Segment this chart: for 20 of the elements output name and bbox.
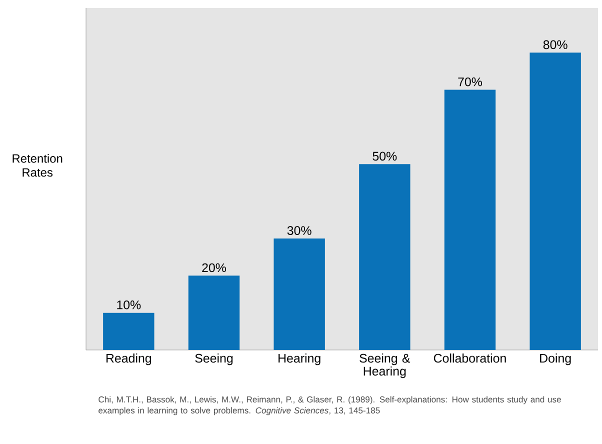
x-tick-label: Reading <box>106 354 152 366</box>
bar <box>188 276 240 350</box>
data-label: 10% <box>117 300 141 310</box>
x-tick-label: Seeing & Hearing <box>360 354 410 378</box>
bar <box>444 90 496 350</box>
data-label: 20% <box>202 263 226 272</box>
bar <box>359 164 410 350</box>
y-axis-title: Retention Rates <box>12 154 62 177</box>
data-label: 50% <box>372 152 397 161</box>
x-tick-label: Collaboration <box>434 354 506 363</box>
x-tick-label: Hearing <box>278 354 320 366</box>
bar <box>103 312 154 350</box>
x-tick-label: Seeing <box>195 354 233 366</box>
data-label: 70% <box>458 77 482 86</box>
bar <box>530 52 581 350</box>
text: Chi, M.T.H., Bassok, M., Lewis, M.W., Reimann, P., & Glaser, R. (1989). Self-explanations: How students study and use examples in learning to solve problems. Cognitive Sciences, 13, 145-185 <box>98 396 561 416</box>
data-label: 80% <box>543 40 568 50</box>
data-label: 30% <box>287 226 312 235</box>
bar <box>274 238 325 350</box>
x-tick-label: Doing <box>540 354 571 366</box>
